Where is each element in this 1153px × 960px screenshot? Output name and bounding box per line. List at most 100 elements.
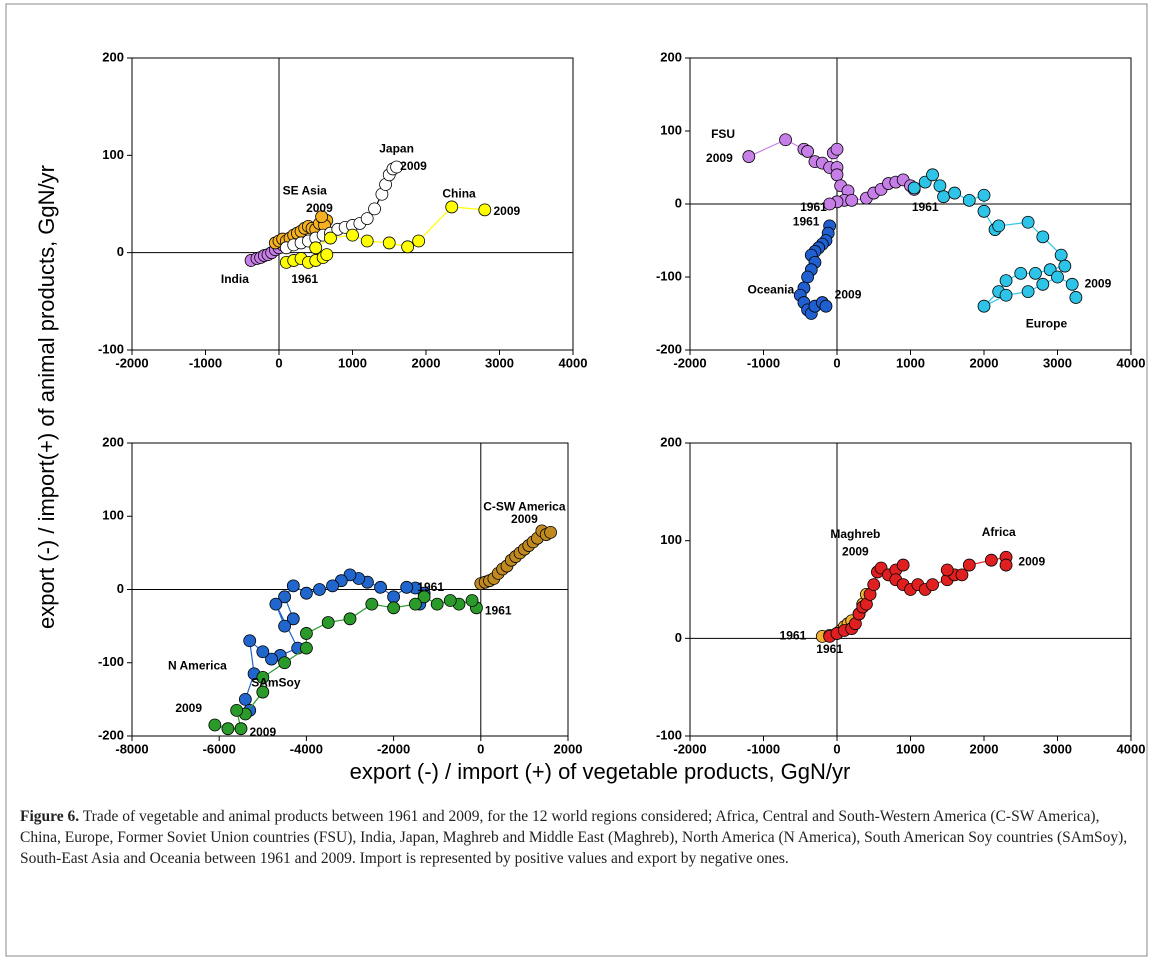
- point: [321, 616, 335, 629]
- x-tick-label: 1000: [338, 355, 367, 370]
- point: [408, 597, 422, 611]
- annotation: 1961: [800, 200, 827, 214]
- point: [343, 612, 357, 626]
- x-tick-label: -2000: [673, 741, 706, 756]
- annotation: 2009: [175, 701, 202, 715]
- point: [221, 722, 235, 736]
- y-tick-label: -200: [98, 727, 124, 742]
- point: [278, 656, 292, 670]
- caption: Figure 6. Trade of vegetable and animal …: [20, 806, 1135, 869]
- point: [320, 248, 334, 262]
- point: [926, 578, 939, 592]
- x-axis-label: export (-) / import (+) of vegetable pro…: [350, 759, 851, 784]
- point: [401, 240, 415, 254]
- point: [1021, 285, 1035, 299]
- point: [1054, 248, 1068, 262]
- point: [299, 586, 313, 600]
- point: [937, 190, 950, 204]
- point: [992, 219, 1006, 233]
- y-tick-label: 0: [675, 195, 682, 210]
- annotation: 2009: [306, 201, 333, 215]
- annotation: C-SW America: [483, 500, 566, 514]
- point: [1051, 270, 1064, 284]
- point: [286, 579, 300, 593]
- point: [896, 558, 910, 572]
- point: [269, 597, 283, 611]
- y-tick-label: 100: [102, 147, 124, 162]
- annotation: 1961: [417, 580, 444, 594]
- x-tick-label: 2000: [970, 741, 999, 756]
- annotation: 2009: [400, 159, 427, 173]
- point: [417, 590, 431, 604]
- point: [1029, 266, 1042, 280]
- point: [999, 558, 1013, 572]
- point: [309, 241, 323, 255]
- annotation: China: [442, 186, 476, 200]
- point: [1036, 230, 1050, 244]
- point: [819, 299, 833, 313]
- annotation: Oceania: [747, 282, 794, 296]
- annotation: 2009: [835, 287, 862, 301]
- point: [977, 188, 991, 202]
- point: [940, 563, 954, 577]
- point: [299, 641, 313, 655]
- point: [368, 202, 381, 216]
- annotation: Japan: [379, 142, 414, 156]
- point: [801, 145, 814, 158]
- point: [1021, 215, 1035, 229]
- point: [801, 270, 814, 284]
- point: [823, 197, 837, 211]
- point: [265, 652, 278, 666]
- point: [326, 579, 339, 593]
- point: [478, 203, 492, 217]
- x-tick-label: 4000: [1117, 741, 1146, 756]
- y-tick-label: 0: [117, 244, 124, 259]
- x-tick-label: -1000: [189, 355, 222, 370]
- point: [867, 578, 881, 592]
- point: [465, 594, 479, 607]
- annotation: FSU: [711, 127, 735, 141]
- point: [999, 288, 1013, 302]
- point: [390, 160, 404, 174]
- x-tick-label: 2000: [412, 355, 441, 370]
- point: [948, 186, 961, 200]
- x-tick-label: 0: [833, 741, 840, 756]
- point: [999, 274, 1013, 288]
- y-tick-label: 200: [102, 434, 124, 449]
- annotation: SAmSoy: [251, 675, 301, 689]
- x-tick-label: 1000: [896, 355, 925, 370]
- y-tick-label: -100: [656, 727, 682, 742]
- point: [1065, 277, 1079, 291]
- figure-border: [5, 3, 1148, 957]
- x-tick-label: 3000: [1043, 355, 1072, 370]
- point: [412, 234, 426, 248]
- annotation: N America: [168, 659, 227, 673]
- y-tick-label: 200: [102, 49, 124, 64]
- point: [845, 193, 859, 207]
- y-tick-label: 0: [117, 581, 124, 596]
- annotation: 2009: [493, 204, 520, 218]
- point: [830, 168, 844, 182]
- y-tick-label: -100: [98, 341, 124, 356]
- point: [238, 692, 252, 706]
- point: [445, 200, 459, 214]
- x-tick-label: -1000: [747, 741, 780, 756]
- point: [365, 597, 379, 611]
- point: [430, 597, 444, 611]
- x-tick-label: 4000: [1117, 355, 1146, 370]
- annotation: India: [221, 272, 249, 286]
- point: [830, 142, 844, 156]
- point: [962, 558, 976, 572]
- point: [907, 181, 921, 195]
- annotation: 2009: [706, 151, 733, 165]
- point: [360, 234, 374, 248]
- caption-label: Figure 6.: [20, 808, 80, 825]
- annotation: 2009: [511, 512, 538, 526]
- annotation: SE Asia: [283, 184, 328, 198]
- point: [286, 612, 300, 626]
- point: [933, 179, 947, 193]
- point: [400, 580, 414, 594]
- point: [360, 212, 374, 226]
- point: [234, 722, 248, 736]
